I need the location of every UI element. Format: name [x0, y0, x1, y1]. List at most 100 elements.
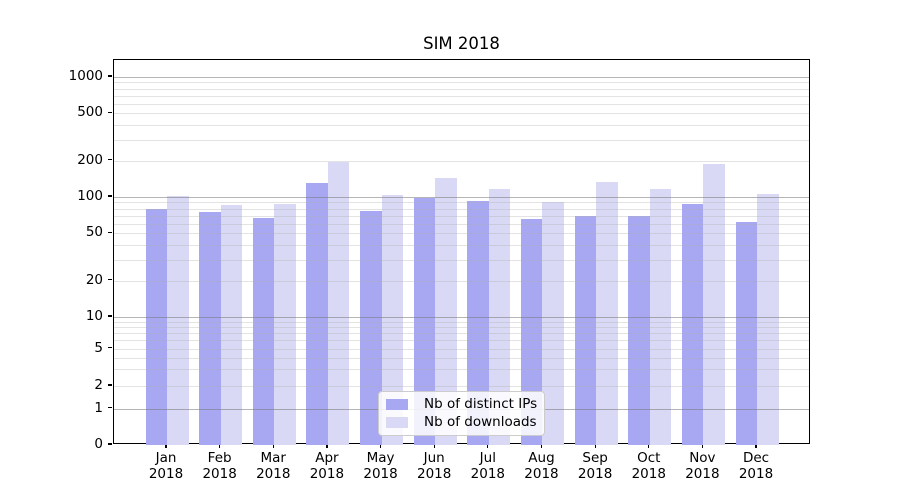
- x-tick-year: 2018: [470, 466, 505, 482]
- bar-downloads-may: [381, 195, 404, 445]
- x-tick-mark-dec: [755, 444, 757, 448]
- x-tick-month: Sep: [582, 450, 608, 466]
- y-tick-label-500: 500: [77, 104, 103, 121]
- x-tick-mark-jun: [433, 444, 435, 448]
- y-tick-label-200: 200: [77, 151, 103, 168]
- x-tick-month: Jun: [423, 450, 445, 466]
- bar-downloads-mar: [274, 204, 296, 445]
- y-tick-label-20: 20: [85, 271, 103, 288]
- y-tick-label-50: 50: [85, 224, 103, 241]
- bar-downloads-apr: [327, 162, 350, 445]
- x-tick-label-aug: Aug 2018: [509, 450, 573, 482]
- bar-ips-apr: [306, 183, 328, 445]
- x-tick-month: Nov: [689, 450, 716, 466]
- x-tick-mark-may: [379, 444, 382, 448]
- x-tick-month: May: [366, 450, 395, 466]
- legend-entry-distinct-ips: Nb of distinct IPs: [386, 397, 537, 412]
- y-tick-label-0: 0: [94, 436, 103, 452]
- x-tick-year: 2018: [202, 466, 237, 482]
- x-tick-label-jul: Jul 2018: [456, 450, 520, 482]
- x-tick-mark-jan: [165, 444, 167, 448]
- x-tick-label-mar: Mar 2018: [241, 450, 305, 482]
- bar-ips-aug: [520, 218, 543, 445]
- x-tick-year: 2018: [148, 466, 184, 482]
- x-tick-year: 2018: [738, 466, 774, 482]
- x-tick-year: 2018: [363, 466, 398, 482]
- y-tick-mark-2: [108, 384, 112, 386]
- x-tick-year: 2018: [577, 466, 613, 482]
- x-tick-month: Aug: [528, 450, 555, 466]
- y-tick-label-100: 100: [77, 188, 103, 204]
- bar-downloads-aug: [542, 202, 564, 445]
- y-tick-mark-1000: [108, 75, 112, 77]
- bar-downloads-dec: [757, 194, 779, 445]
- y-tick-label-5: 5: [94, 339, 103, 356]
- x-tick-label-may: May 2018: [349, 450, 413, 482]
- bar-downloads-jul: [488, 188, 511, 445]
- bar-downloads-nov: [703, 163, 725, 445]
- x-tick-label-oct: Oct 2018: [617, 450, 681, 482]
- x-tick-mark-mar: [272, 444, 274, 448]
- y-tick-mark-5: [108, 347, 112, 349]
- x-tick-month: Feb: [207, 450, 232, 466]
- x-tick-label-feb: Feb 2018: [188, 450, 252, 482]
- bar-downloads-feb: [220, 204, 243, 445]
- plot-area: [113, 59, 810, 445]
- x-tick-year: 2018: [309, 466, 345, 482]
- bar-downloads-oct: [649, 188, 672, 445]
- legend-swatch-downloads: [386, 417, 408, 428]
- y-tick-mark-10: [108, 315, 112, 317]
- bar-ips-dec: [735, 221, 758, 445]
- x-tick-mark-oct: [648, 444, 650, 448]
- x-tick-label-jun: Jun 2018: [402, 450, 466, 482]
- x-tick-year: 2018: [685, 466, 720, 482]
- x-tick-year: 2018: [256, 466, 291, 482]
- x-tick-year: 2018: [417, 466, 452, 482]
- x-tick-year: 2018: [524, 466, 559, 482]
- bar-ips-nov: [681, 204, 704, 445]
- y-tick-mark-0: [108, 443, 112, 445]
- legend-entry-downloads: Nb of downloads: [386, 415, 537, 430]
- y-tick-mark-20: [108, 279, 112, 281]
- y-tick-label-1: 1: [94, 399, 103, 416]
- x-tick-month: Dec: [742, 450, 770, 466]
- bar-ips-sep: [574, 215, 597, 445]
- y-tick-label-10: 10: [85, 308, 103, 324]
- bars-layer: [114, 60, 809, 445]
- x-tick-mark-apr: [326, 444, 328, 448]
- bar-downloads-jun: [435, 177, 457, 445]
- bar-ips-feb: [199, 211, 221, 445]
- legend-swatch-distinct-ips: [386, 399, 408, 410]
- x-tick-mark-jul: [487, 444, 489, 448]
- y-tick-mark-200: [108, 159, 112, 161]
- x-tick-label-sep: Sep 2018: [563, 450, 627, 482]
- legend-label-distinct-ips: Nb of distinct IPs: [424, 396, 538, 412]
- bar-downloads-jan: [167, 195, 189, 445]
- bar-downloads-sep: [596, 181, 618, 445]
- x-tick-label-dec: Dec 2018: [724, 450, 788, 482]
- x-tick-mark-sep: [594, 444, 596, 448]
- x-tick-label-nov: Nov 2018: [670, 450, 734, 482]
- y-tick-mark-1: [108, 407, 112, 409]
- x-tick-year: 2018: [631, 466, 666, 482]
- y-tick-label-2: 2: [94, 377, 103, 393]
- bar-ips-jun: [413, 198, 436, 445]
- bar-ips-jan: [145, 208, 167, 445]
- x-tick-mark-nov: [701, 444, 703, 448]
- legend: Nb of distinct IPs Nb of downloads: [378, 391, 545, 436]
- y-tick-mark-100: [108, 195, 112, 197]
- x-tick-mark-aug: [540, 444, 543, 448]
- chart-title: SIM 2018: [423, 34, 500, 53]
- x-tick-month: Jul: [479, 450, 496, 466]
- bar-ips-may: [360, 211, 382, 445]
- x-tick-label-jan: Jan 2018: [134, 450, 198, 482]
- x-tick-month: Oct: [637, 450, 661, 466]
- x-tick-label-apr: Apr 2018: [295, 450, 359, 482]
- y-tick-mark-500: [108, 111, 112, 113]
- x-tick-month: Jan: [155, 450, 177, 466]
- y-tick-mark-50: [108, 231, 112, 233]
- bar-ips-oct: [628, 215, 650, 445]
- x-tick-month: Apr: [315, 450, 339, 466]
- legend-label-downloads: Nb of downloads: [424, 414, 537, 430]
